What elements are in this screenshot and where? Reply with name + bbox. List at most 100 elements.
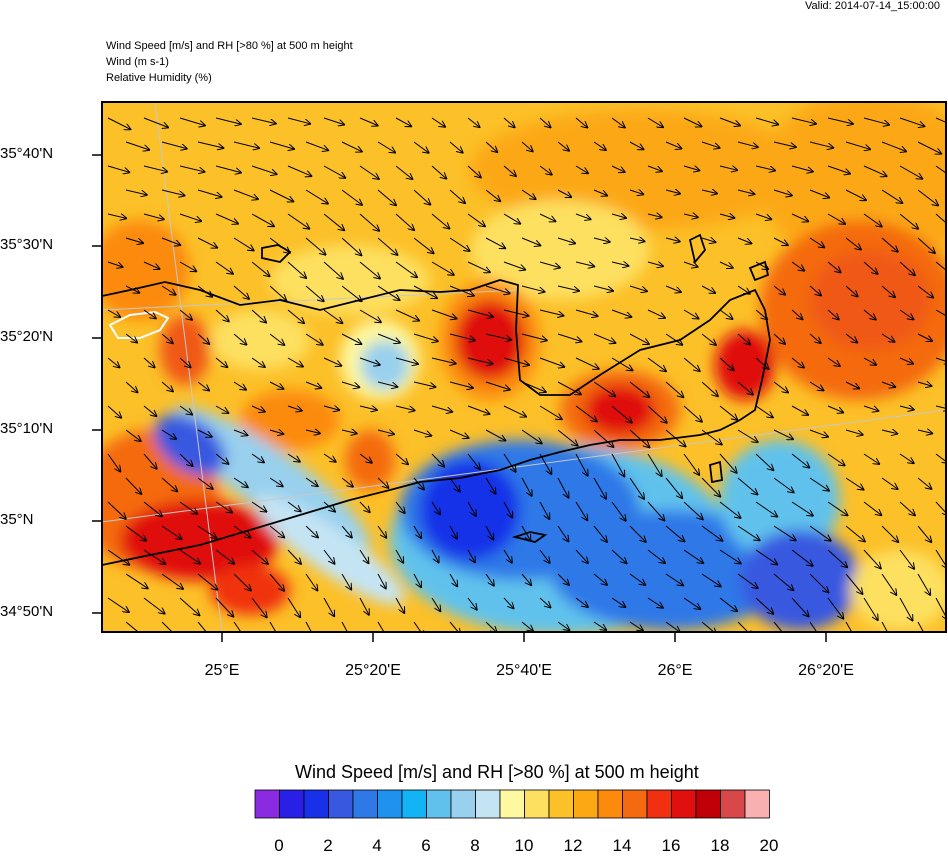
- wind-arrow: [521, 429, 542, 443]
- wind-arrow: [845, 285, 858, 296]
- wind-arrow: [791, 213, 808, 221]
- wind-arrow: [305, 141, 328, 150]
- wind-arrow: [233, 141, 259, 148]
- colorbar-tick-label: 6: [421, 836, 431, 855]
- wind-arrow: [485, 381, 510, 390]
- wind-arrow: [773, 285, 785, 295]
- wind-arrow: [791, 549, 813, 566]
- wind-arrow: [791, 309, 803, 319]
- title-line-3: Relative Humidity (%): [106, 72, 212, 84]
- colorbar-tick-label: 8: [470, 836, 480, 855]
- wind-arrow: [449, 381, 473, 388]
- wind-arrow: [557, 429, 578, 446]
- wind-arrow: [431, 165, 446, 179]
- wind-arrow: [701, 285, 715, 293]
- wind-arrow: [755, 549, 777, 564]
- wind-arrow: [629, 141, 644, 149]
- wind-arrow: [683, 166, 699, 171]
- wind-arrow: [323, 117, 344, 125]
- lon-label: 26°20'E: [798, 662, 854, 679]
- wind-arrow: [755, 501, 777, 517]
- wind-arrow: [521, 285, 545, 292]
- colorbar-swatch: [303, 789, 329, 819]
- wind-arrow: [449, 429, 469, 438]
- wind-arrow: [413, 189, 430, 205]
- wind-arrow: [179, 357, 191, 367]
- wind-arrow: [431, 405, 452, 412]
- wind-arrow: [791, 165, 813, 172]
- wind-arrow: [269, 285, 286, 301]
- wind-arrow: [557, 477, 569, 498]
- wind-arrow: [701, 190, 717, 194]
- coastline: [102, 233, 771, 566]
- wind-arrow: [107, 453, 120, 471]
- wind-arrow: [809, 477, 829, 491]
- wind-arrow: [575, 357, 599, 369]
- wind-arrow: [179, 405, 192, 415]
- wind-arrow: [665, 238, 680, 242]
- wind-arrow: [323, 213, 344, 230]
- wind-arrow: [791, 501, 813, 516]
- wind-arrow: [917, 621, 925, 632]
- wind-arrow: [845, 525, 865, 541]
- wind-arrow: [719, 501, 741, 518]
- wind-arrow: [377, 189, 396, 205]
- wind-arrow: [323, 406, 339, 410]
- wind-arrow: [125, 333, 137, 343]
- wind-arrow: [845, 477, 864, 490]
- wind-arrow: [215, 501, 232, 513]
- wind-arrow: [287, 357, 303, 367]
- colorbar-tick-label: 10: [514, 836, 534, 855]
- wind-arrow: [737, 381, 753, 395]
- colorbar-swatch: [646, 789, 672, 819]
- wind-vector-field: [107, 117, 946, 632]
- wind-arrow: [233, 621, 242, 632]
- wind-arrow: [287, 453, 300, 462]
- wind-arrow: [917, 141, 941, 154]
- wind-arrow: [611, 309, 631, 317]
- wind-arrow: [719, 166, 737, 170]
- wind-arrow: [215, 405, 228, 413]
- wind-arrow: [143, 405, 156, 416]
- wind-arrow: [107, 597, 129, 612]
- wind-arrow: [881, 621, 888, 632]
- wind-arrow: [647, 405, 667, 423]
- wind-arrow: [269, 381, 283, 389]
- wind-arrow: [899, 597, 913, 621]
- wind-arrow: [755, 117, 778, 125]
- wind-arrow: [629, 238, 645, 241]
- wind-arrow: [413, 381, 435, 387]
- wind-arrow: [377, 333, 400, 343]
- wind-arrow: [359, 501, 370, 512]
- wind-arrow: [359, 165, 379, 179]
- wind-arrow: [197, 477, 213, 489]
- wind-arrow: [539, 597, 551, 608]
- wind-arrow: [431, 549, 439, 562]
- wind-arrow: [701, 429, 722, 445]
- wind-arrow: [287, 597, 300, 617]
- colorbar-tick-label: 12: [563, 836, 583, 855]
- wind-arrow: [845, 189, 866, 200]
- wind-arrow: [935, 261, 946, 271]
- wind-arrow: [179, 597, 199, 615]
- wind-arrow: [557, 189, 571, 197]
- wind-arrow: [449, 333, 475, 340]
- wind-arrow: [629, 621, 643, 631]
- wind-arrow: [485, 573, 494, 586]
- wind-arrow: [809, 141, 833, 148]
- wind-arrow: [629, 429, 649, 447]
- wind-arrow: [593, 429, 613, 447]
- wind-arrow: [773, 477, 794, 492]
- wind-arrow: [881, 285, 895, 297]
- lat-label: 35°N: [0, 511, 34, 528]
- wind-arrow: [143, 309, 156, 318]
- wind-arrow: [143, 597, 165, 614]
- wind-arrow: [467, 501, 476, 516]
- wind-arrow: [305, 525, 318, 537]
- wind-arrow: [881, 430, 897, 434]
- wind-arrow: [899, 357, 913, 364]
- wind-arrow: [593, 477, 606, 499]
- wind-arrow: [575, 309, 598, 316]
- wind-arrow: [143, 213, 164, 219]
- wind-arrow: [737, 429, 758, 442]
